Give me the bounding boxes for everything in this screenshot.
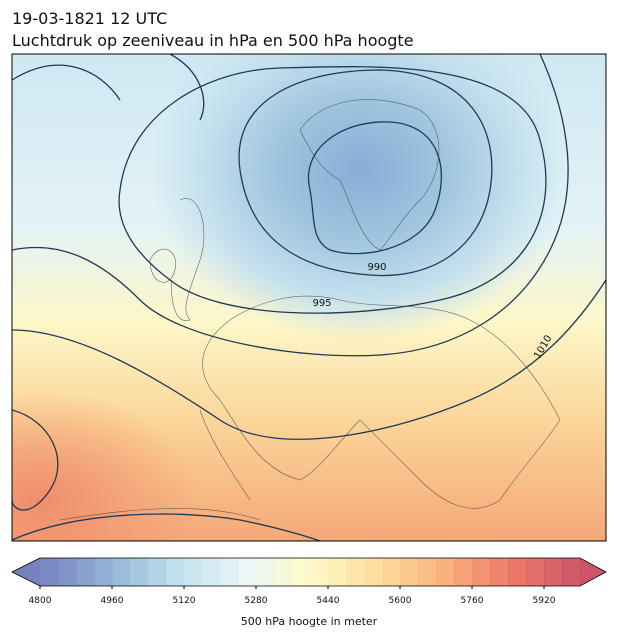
colorbar-segment (202, 558, 221, 586)
colorbar-outline (11, 557, 607, 587)
colorbar-tick-label: 5760 (461, 596, 484, 606)
subtitle: Luchtdruk op zeeniveau in hPa en 500 hPa… (12, 31, 414, 50)
colorbar-segment (328, 558, 347, 586)
colorbar-tick-label: 5600 (389, 596, 412, 606)
colorbar-segment (526, 558, 545, 586)
colorbar-label: 500 hPa hoogte in meter (241, 615, 378, 628)
colorbar-segment (472, 558, 491, 586)
colorbar-segment (256, 558, 275, 586)
colorbar-segment (130, 558, 149, 586)
colorbar-segment (76, 558, 95, 586)
colorbar-tick-label: 5440 (317, 596, 340, 606)
contour-label: 990 (367, 262, 386, 273)
colorbar-segment (364, 558, 383, 586)
colorbar-segment (112, 558, 131, 586)
colorbar-tick-label: 4960 (101, 596, 124, 606)
colorbar-extend-high (580, 558, 606, 586)
colorbar-segment (94, 558, 113, 586)
contour-label: 995 (312, 298, 331, 309)
colorbar-segment (562, 558, 581, 586)
colorbar-segment (238, 558, 257, 586)
colorbar-tick-label: 5120 (173, 596, 196, 606)
colorbar-segment (508, 558, 527, 586)
colorbar-tick-label: 5280 (245, 596, 268, 606)
colorbar-segment (382, 558, 401, 586)
colorbar-segment (544, 558, 563, 586)
colorbar-tick-label: 4800 (29, 596, 52, 606)
colorbar-segment (400, 558, 419, 586)
colorbar: 4800 4960 5120 5280 5440 5600 5760 5920 (11, 557, 607, 606)
colorbar-segment (490, 558, 509, 586)
colorbar-segment (310, 558, 329, 586)
colorbar-segment (184, 558, 203, 586)
colorbar-segment (346, 558, 365, 586)
colorbar-segment (454, 558, 473, 586)
colorbar-segment (436, 558, 455, 586)
title: 19-03-1821 12 UTC (12, 9, 167, 28)
colorbar-segment (418, 558, 437, 586)
colorbar-segment (220, 558, 239, 586)
colorbar-segment (274, 558, 293, 586)
colorbar-segment (58, 558, 77, 586)
colorbar-segment (148, 558, 167, 586)
colorbar-segment (40, 558, 59, 586)
colorbar-segment (166, 558, 185, 586)
colorbar-tick-label: 5920 (533, 596, 556, 606)
colorbar-segment (292, 558, 311, 586)
colorbar-extend-low (12, 558, 40, 586)
